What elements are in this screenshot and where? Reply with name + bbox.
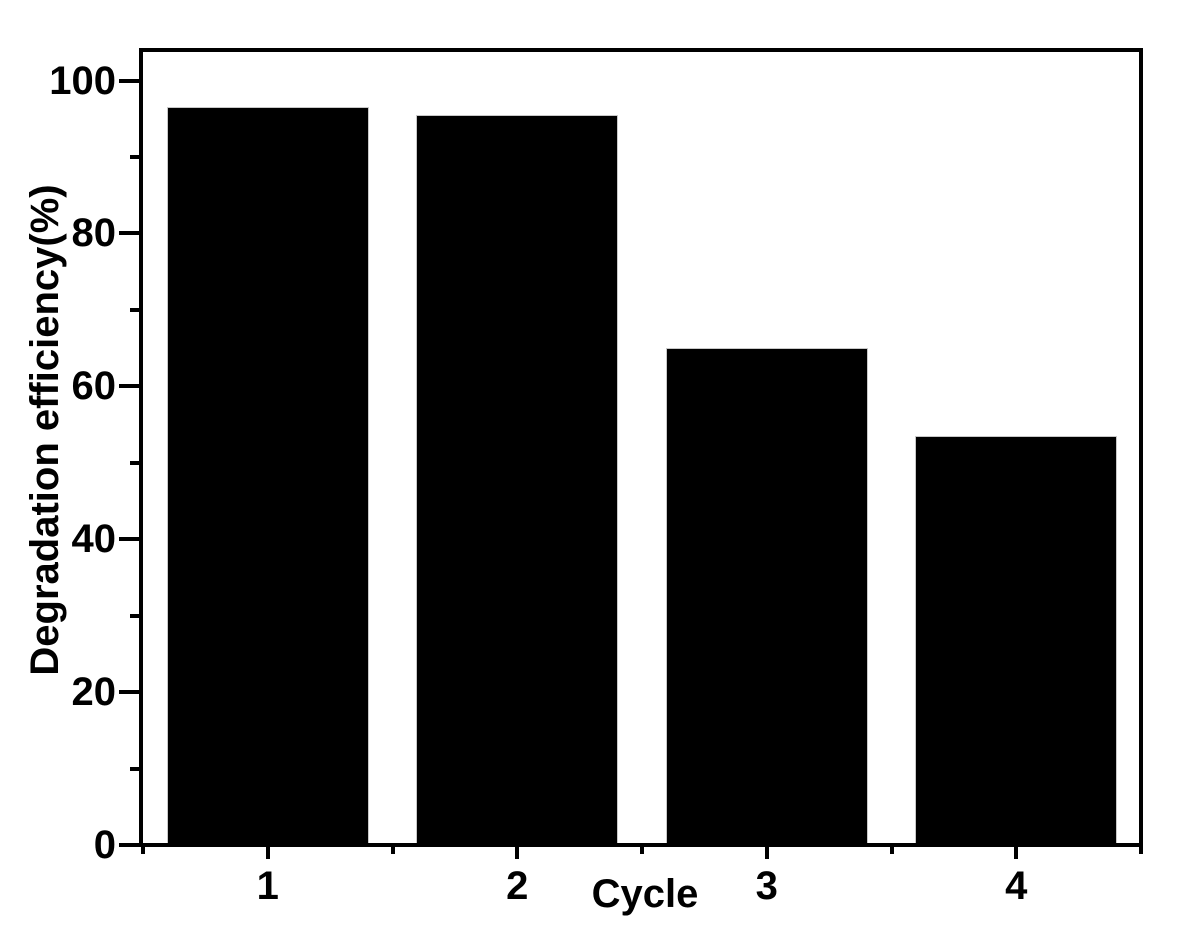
y-major-tick: [119, 78, 141, 83]
y-minor-tick: [130, 155, 141, 160]
x-major-tick: [265, 845, 270, 859]
y-tick-label: 40: [71, 517, 117, 562]
x-major-tick: [1014, 845, 1019, 859]
x-minor-tick: [640, 845, 644, 854]
y-minor-tick: [130, 460, 141, 465]
bar-cycle-2: [416, 114, 619, 845]
y-tick-label: 20: [71, 670, 117, 715]
bar-cycle-4: [915, 436, 1118, 845]
y-major-tick: [119, 537, 141, 542]
x-axis-title: Cycle: [591, 872, 699, 916]
bar-cycle-1: [166, 107, 369, 845]
y-major-tick: [119, 231, 141, 236]
y-minor-tick: [130, 766, 141, 771]
x-major-tick: [515, 845, 520, 859]
y-major-tick: [119, 843, 141, 847]
x-tick-label: 2: [506, 864, 529, 908]
y-tick-label: 60: [71, 364, 117, 409]
bar-cycle-3: [665, 348, 868, 845]
x-tick-label: 1: [256, 864, 279, 908]
y-major-tick: [119, 690, 141, 695]
y-tick-label: 100: [49, 58, 116, 103]
x-minor-tick: [1139, 845, 1143, 854]
y-minor-tick: [130, 307, 141, 312]
x-minor-tick: [390, 845, 395, 854]
y-tick-label: 80: [71, 211, 117, 256]
x-tick-label: 3: [755, 864, 778, 908]
x-tick-label: 4: [1005, 864, 1028, 908]
y-major-tick: [119, 384, 141, 389]
x-minor-tick: [141, 845, 145, 854]
y-tick-label: 0: [93, 823, 116, 867]
y-minor-tick: [130, 613, 141, 618]
x-minor-tick: [889, 845, 894, 854]
x-major-tick: [764, 845, 769, 859]
